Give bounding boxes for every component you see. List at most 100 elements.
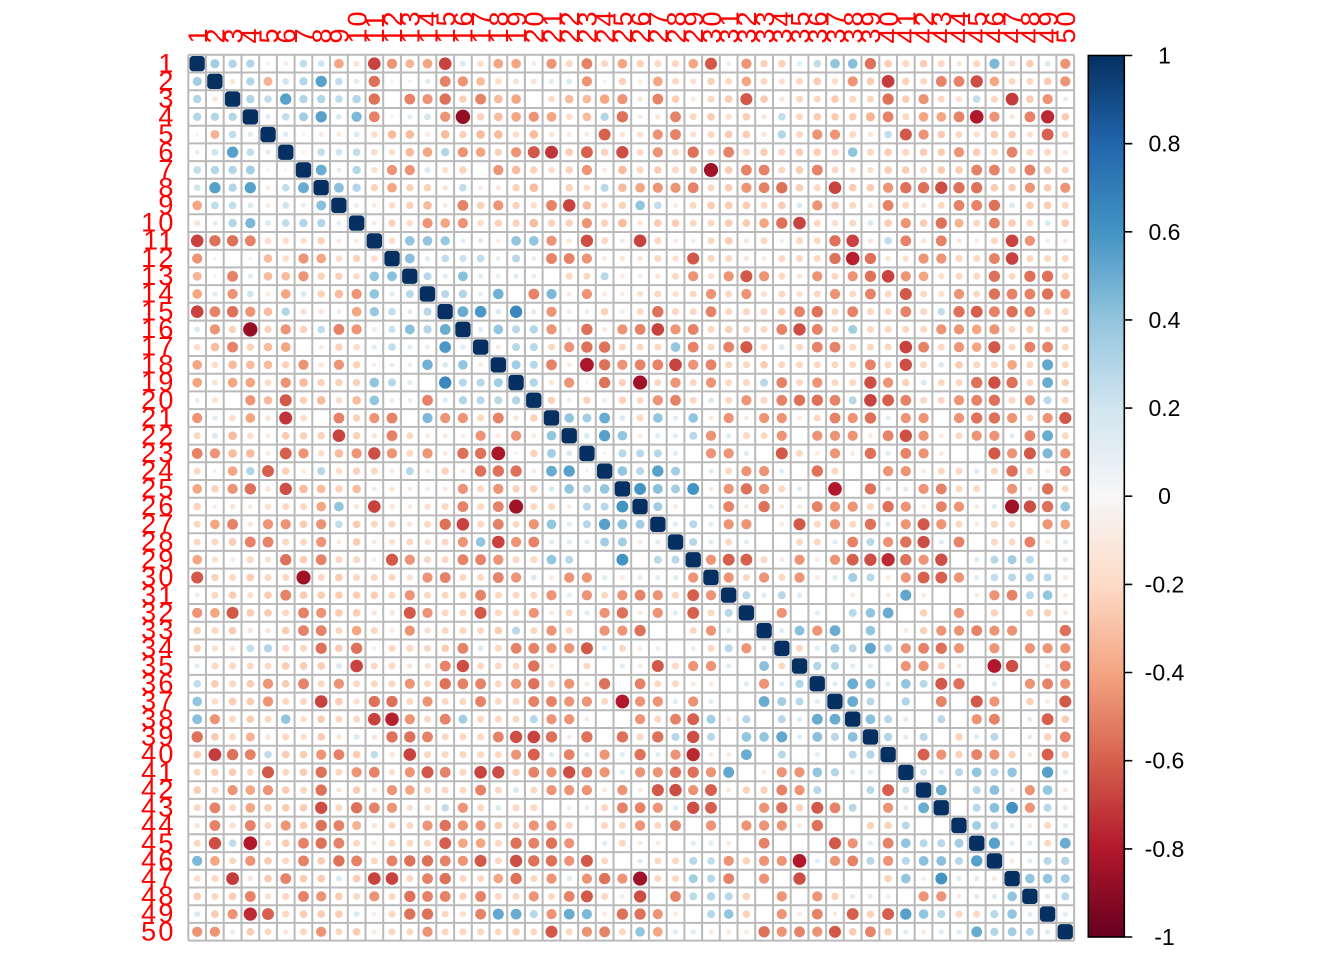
svg-text:6: 6 <box>158 137 175 167</box>
svg-text:14: 14 <box>413 9 443 43</box>
svg-text:20: 20 <box>141 385 175 415</box>
svg-text:21: 21 <box>141 403 175 433</box>
svg-text:-0.4: -0.4 <box>1145 660 1185 686</box>
svg-text:23: 23 <box>573 9 603 43</box>
svg-text:50: 50 <box>1051 9 1081 43</box>
svg-text:28: 28 <box>661 9 691 43</box>
svg-text:33: 33 <box>750 9 780 43</box>
svg-text:5: 5 <box>158 119 175 149</box>
svg-text:30: 30 <box>141 562 175 592</box>
svg-text:34: 34 <box>141 633 175 663</box>
svg-text:28: 28 <box>141 527 175 557</box>
svg-text:25: 25 <box>141 474 175 504</box>
svg-text:22: 22 <box>141 420 175 450</box>
svg-text:-0.2: -0.2 <box>1145 571 1185 597</box>
svg-text:15: 15 <box>141 296 175 326</box>
svg-text:-0.8: -0.8 <box>1145 836 1185 862</box>
svg-text:29: 29 <box>679 9 709 43</box>
svg-text:29: 29 <box>141 544 175 574</box>
svg-text:23: 23 <box>141 438 175 468</box>
svg-text:49: 49 <box>1033 9 1063 43</box>
svg-text:40: 40 <box>874 9 904 43</box>
svg-text:16: 16 <box>449 9 479 43</box>
svg-text:16: 16 <box>141 314 175 344</box>
svg-text:24: 24 <box>141 456 175 486</box>
svg-text:9: 9 <box>158 190 175 220</box>
svg-text:0.4: 0.4 <box>1149 307 1181 333</box>
svg-text:3: 3 <box>218 26 248 43</box>
svg-text:-1: -1 <box>1154 924 1174 950</box>
svg-text:47: 47 <box>141 863 175 893</box>
svg-text:38: 38 <box>141 704 175 734</box>
svg-text:25: 25 <box>608 9 638 43</box>
svg-text:35: 35 <box>785 9 815 43</box>
svg-text:18: 18 <box>141 349 175 379</box>
svg-text:36: 36 <box>803 9 833 43</box>
svg-text:43: 43 <box>927 9 957 43</box>
svg-text:41: 41 <box>141 757 175 787</box>
svg-text:46: 46 <box>141 846 175 876</box>
svg-text:4: 4 <box>236 26 266 43</box>
svg-text:20: 20 <box>520 9 550 43</box>
svg-text:46: 46 <box>980 9 1010 43</box>
svg-text:2: 2 <box>201 26 231 43</box>
svg-text:26: 26 <box>626 9 656 43</box>
svg-text:39: 39 <box>856 9 886 43</box>
svg-text:3: 3 <box>158 84 175 114</box>
svg-text:17: 17 <box>466 9 496 43</box>
svg-text:18: 18 <box>484 9 514 43</box>
svg-text:31: 31 <box>715 9 745 43</box>
svg-text:0.2: 0.2 <box>1149 395 1181 421</box>
svg-text:17: 17 <box>141 332 175 362</box>
svg-text:42: 42 <box>141 775 175 805</box>
svg-text:5: 5 <box>254 26 284 43</box>
svg-text:48: 48 <box>141 881 175 911</box>
svg-text:32: 32 <box>141 598 175 628</box>
svg-text:21: 21 <box>537 9 567 43</box>
svg-text:8: 8 <box>307 26 337 43</box>
svg-text:38: 38 <box>839 9 869 43</box>
svg-text:10: 10 <box>141 208 175 238</box>
svg-text:7: 7 <box>289 26 319 43</box>
svg-text:47: 47 <box>998 9 1028 43</box>
svg-text:7: 7 <box>158 155 175 185</box>
svg-text:19: 19 <box>502 9 532 43</box>
svg-text:15: 15 <box>431 9 461 43</box>
svg-text:8: 8 <box>158 172 175 202</box>
svg-text:48: 48 <box>1016 9 1046 43</box>
svg-text:1: 1 <box>158 48 175 78</box>
svg-text:26: 26 <box>141 491 175 521</box>
svg-text:24: 24 <box>590 9 620 43</box>
svg-text:37: 37 <box>821 9 851 43</box>
svg-text:43: 43 <box>141 792 175 822</box>
svg-text:12: 12 <box>378 9 408 43</box>
svg-text:33: 33 <box>141 615 175 645</box>
svg-text:-0.6: -0.6 <box>1145 748 1185 774</box>
svg-text:44: 44 <box>141 810 175 840</box>
svg-text:4: 4 <box>158 101 175 131</box>
svg-text:35: 35 <box>141 651 175 681</box>
svg-text:14: 14 <box>141 279 175 309</box>
svg-text:9: 9 <box>325 26 355 43</box>
svg-text:11: 11 <box>360 11 390 43</box>
svg-text:19: 19 <box>141 367 175 397</box>
svg-text:45: 45 <box>963 9 993 43</box>
svg-text:50: 50 <box>141 916 175 946</box>
svg-text:2: 2 <box>158 66 175 96</box>
svg-text:6: 6 <box>272 26 302 43</box>
svg-text:12: 12 <box>141 243 175 273</box>
svg-text:39: 39 <box>141 722 175 752</box>
svg-text:0.8: 0.8 <box>1149 131 1181 157</box>
svg-text:36: 36 <box>141 668 175 698</box>
svg-text:22: 22 <box>555 9 585 43</box>
svg-text:31: 31 <box>141 580 175 610</box>
svg-text:13: 13 <box>396 9 426 43</box>
svg-text:44: 44 <box>945 9 975 43</box>
svg-text:49: 49 <box>141 899 175 929</box>
svg-text:1: 1 <box>183 26 213 43</box>
svg-text:32: 32 <box>732 9 762 43</box>
svg-text:27: 27 <box>141 509 175 539</box>
svg-text:27: 27 <box>644 9 674 43</box>
svg-text:13: 13 <box>141 261 175 291</box>
svg-text:45: 45 <box>141 828 175 858</box>
